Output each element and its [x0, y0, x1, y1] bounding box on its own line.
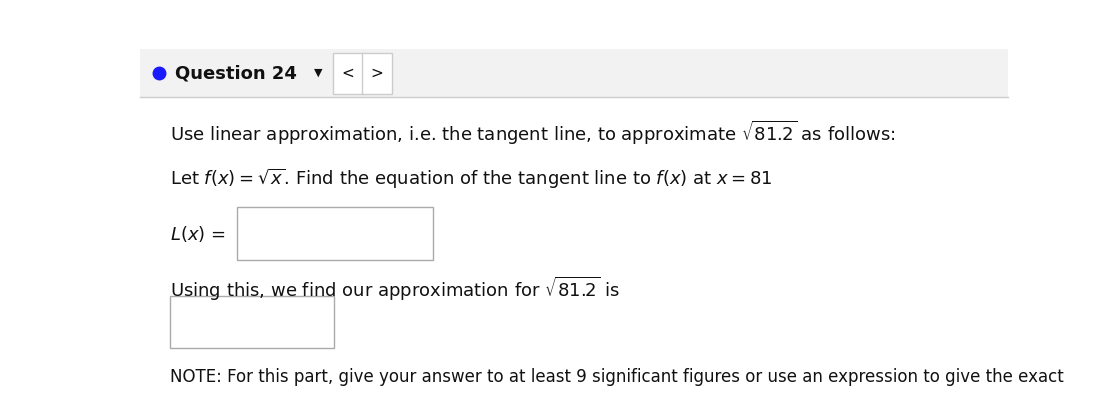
Text: ▼: ▼ [314, 68, 323, 78]
Text: Let $f(x) = \sqrt{x}$. Find the equation of the tangent line to $f(x)$ at $x = 8: Let $f(x) = \sqrt{x}$. Find the equation… [169, 167, 772, 191]
Text: <: < [342, 66, 354, 81]
Text: $L(x)$ =: $L(x)$ = [169, 224, 225, 244]
FancyBboxPatch shape [169, 296, 335, 348]
Text: Question 24: Question 24 [175, 64, 297, 82]
FancyBboxPatch shape [237, 207, 432, 260]
Text: Use linear approximation, i.e. the tangent line, to approximate $\sqrt{81.2}$ as: Use linear approximation, i.e. the tange… [169, 119, 895, 147]
Text: >: > [371, 66, 383, 81]
Text: NOTE: For this part, give your answer to at least 9 significant figures or use a: NOTE: For this part, give your answer to… [169, 368, 1063, 387]
Text: Using this, we find our approximation for $\sqrt{81.2}$ is: Using this, we find our approximation fo… [169, 275, 619, 303]
FancyBboxPatch shape [333, 53, 392, 94]
FancyBboxPatch shape [140, 49, 1008, 97]
